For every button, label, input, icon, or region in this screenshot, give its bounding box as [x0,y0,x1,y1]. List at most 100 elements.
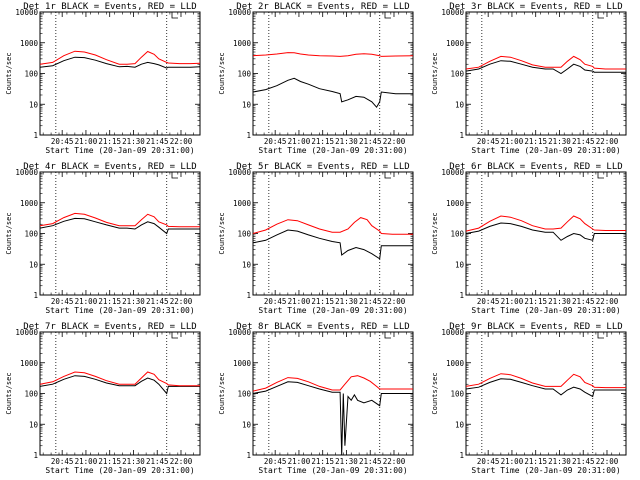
lld-series-line [252,52,414,57]
detector-panel-7: Det 7r BLACK = Events, RED = LLD 1 10 100 10… [0,320,213,480]
plot-frame [39,171,201,296]
x-tick-label: 21:45 [146,137,169,146]
x-tick-label: 21:00 [501,297,524,306]
y-tick-label: 10 [29,420,39,429]
y-axis-label: Counts/sec [5,372,13,414]
y-axis-label: Counts/sec [218,212,226,254]
y-tick-label: 1000 [20,39,39,48]
x-axis-label: Start Time (20-Jan-09 20:31:00) [258,146,407,155]
x-axis-label: Start Time (20-Jan-09 20:31:00) [258,306,407,315]
x-tick-label: 20:45 [51,457,74,466]
x-tick-label: 21:45 [572,137,595,146]
corner-marker [384,12,391,19]
y-tick-label: 1 [246,451,251,460]
y-tick-label: 10 [242,260,252,269]
detector-chart-1: Det 1r BLACK = Events, RED = LLD 1 10 100 10… [5,2,201,155]
y-tick-label: 10000 [228,8,251,17]
x-axis-label: Start Time (20-Jan-09 20:31:00) [471,466,620,475]
x-tick-label: 21:15 [524,137,547,146]
x-tick-label: 20:45 [477,457,500,466]
detector-panel-9: Det 9r BLACK = Events, RED = LLD 1 10 100 10… [426,320,639,480]
x-tick-label: 21:30 [548,457,571,466]
x-tick-label: 21:45 [572,297,595,306]
x-axis-label: Start Time (20-Jan-09 20:31:00) [45,146,194,155]
y-tick-label: 1 [33,451,38,460]
panel-title: Det 2r BLACK = Events, RED = LLD [236,2,409,12]
x-tick-label: 21:30 [548,297,571,306]
x-tick-label: 21:15 [98,297,121,306]
lld-series-line [465,215,626,232]
x-tick-label: 20:45 [264,457,287,466]
x-tick-label: 21:45 [146,457,169,466]
lld-series-line [39,212,200,228]
y-tick-label: 10000 [228,328,251,337]
x-tick-label: 21:45 [359,137,382,146]
y-tick-label: 1000 [233,359,252,368]
y-tick-label: 1000 [446,39,465,48]
y-tick-label: 1000 [233,199,252,208]
y-axis-label: Counts/sec [431,372,439,414]
x-tick-label: 21:00 [288,297,311,306]
events-series-line [252,229,413,260]
y-axis-label: Counts/sec [431,52,439,94]
detector-panel-2: Det 2r BLACK = Events, RED = LLD 1 10 100 10… [213,0,426,160]
y-tick-label: 10000 [15,168,38,177]
x-tick-label: 22:00 [383,137,406,146]
plot-frame [465,11,627,136]
detector-chart-7: Det 7r BLACK = Events, RED = LLD 1 10 100 10… [5,322,201,475]
y-tick-label: 100 [237,230,251,239]
x-tick-label: 21:00 [75,457,98,466]
panel-title: Det 3r BLACK = Events, RED = LLD [449,2,622,12]
y-tick-label: 1 [246,291,251,300]
corner-marker [384,332,391,339]
x-tick-label: 20:45 [51,297,74,306]
detector-panel-8: Det 8r BLACK = Events, RED = LLD 1 10 100 10… [213,320,426,480]
y-tick-label: 10000 [15,8,38,17]
detector-chart-2: Det 2r BLACK = Events, RED = LLD 1 10 100 10… [218,2,414,155]
corner-marker [171,332,178,339]
y-tick-label: 100 [237,70,251,79]
detector-chart-8: Det 8r BLACK = Events, RED = LLD 1 10 100 10… [218,322,414,475]
plot-frame [39,331,201,456]
x-tick-label: 21:15 [311,457,334,466]
detector-panel-6: Det 6r BLACK = Events, RED = LLD 1 10 100 10… [426,160,639,320]
detector-panel-5: Det 5r BLACK = Events, RED = LLD 1 10 100 10… [213,160,426,320]
x-tick-label: 22:00 [170,457,193,466]
x-tick-label: 20:45 [51,137,74,146]
x-tick-label: 21:30 [335,137,358,146]
corner-marker [171,12,178,19]
x-tick-label: 22:00 [383,297,406,306]
panel-title: Det 4r BLACK = Events, RED = LLD [23,162,196,172]
y-tick-label: 10000 [441,328,464,337]
y-tick-label: 1 [459,291,464,300]
x-tick-label: 21:15 [311,297,334,306]
events-series-line [465,222,626,241]
x-tick-label: 22:00 [170,137,193,146]
y-tick-label: 10 [29,260,39,269]
y-tick-label: 1 [459,131,464,140]
x-tick-label: 21:00 [501,457,524,466]
y-tick-label: 1 [33,291,38,300]
y-tick-label: 10 [455,420,465,429]
lld-series-line [39,371,200,387]
lld-series-line [465,55,626,70]
y-tick-label: 1 [459,451,464,460]
panel-title: Det 1r BLACK = Events, RED = LLD [23,2,196,12]
x-tick-label: 21:15 [524,297,547,306]
panel-title: Det 7r BLACK = Events, RED = LLD [23,322,196,332]
y-tick-label: 100 [24,70,38,79]
events-series-line [39,375,200,395]
x-tick-label: 20:45 [477,297,500,306]
y-tick-label: 10000 [441,8,464,17]
x-tick-label: 21:00 [75,137,98,146]
events-series-line [252,77,413,109]
detector-chart-3: Det 3r BLACK = Events, RED = LLD 1 10 100 10… [431,2,627,155]
x-tick-label: 21:30 [548,137,571,146]
lld-series-line [252,375,413,392]
detector-chart-9: Det 9r BLACK = Events, RED = LLD 1 10 100 10… [431,322,627,475]
x-axis-label: Start Time (20-Jan-09 20:31:00) [471,146,620,155]
x-tick-label: 21:00 [288,137,311,146]
y-tick-label: 10000 [15,328,38,337]
x-tick-label: 21:15 [98,457,121,466]
y-tick-label: 100 [450,70,464,79]
